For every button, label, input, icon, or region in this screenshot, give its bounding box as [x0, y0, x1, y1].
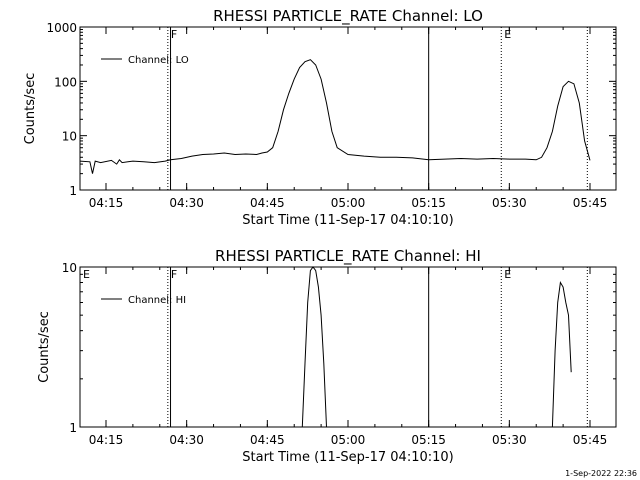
x-tick-label: 04:15: [89, 433, 124, 447]
event-marker-label: E: [504, 28, 511, 41]
x-axis-label: Start Time (11-Sep-17 04:10:10): [242, 450, 453, 465]
series-line: [551, 281, 572, 428]
x-tick-label: 05:45: [573, 433, 608, 447]
legend-label: Channel: LO: [128, 55, 189, 66]
x-tick-label: 04:15: [89, 196, 124, 210]
legend-label: Channel: HI: [128, 295, 186, 306]
x-tick-label: 05:30: [492, 433, 527, 447]
y-axis-label: Counts/sec: [23, 73, 38, 145]
x-tick-label: 05:00: [331, 196, 366, 210]
x-tick-label: 05:30: [492, 196, 527, 210]
y-tick-label: 1: [69, 421, 77, 435]
y-tick-label: 10: [62, 130, 77, 144]
x-tick-label: 04:30: [169, 196, 204, 210]
x-tick-label: 04:45: [250, 433, 285, 447]
plot-lo: RHESSI PARTICLE_RATE Channel: LO Start Ti…: [23, 7, 617, 228]
series-line: [79, 59, 591, 174]
x-tick-label: 04:30: [169, 433, 204, 447]
plot-hi: RHESSI PARTICLE_RATE Channel: HI Start Ti…: [37, 247, 617, 465]
plot-frame: [79, 26, 617, 191]
series-line: [301, 266, 327, 428]
x-tick-label: 05:45: [573, 196, 608, 210]
event-marker-label: E: [504, 268, 511, 281]
event-marker-label: F: [171, 28, 177, 41]
x-tick-label: 05:00: [331, 433, 366, 447]
event-marker-label: F: [171, 268, 177, 281]
y-tick-label: 1: [69, 184, 77, 198]
event-marker-label: E: [83, 268, 90, 281]
y-axis-label: Counts/sec: [37, 311, 52, 383]
x-tick-label: 05:15: [411, 196, 446, 210]
chart-title: RHESSI PARTICLE_RATE Channel: LO: [213, 7, 483, 26]
y-tick-label: 10: [62, 261, 77, 275]
plot-frame: [79, 266, 617, 428]
y-tick-label: 1000: [46, 21, 77, 35]
y-tick-label: 100: [54, 75, 77, 89]
x-tick-label: 05:15: [411, 433, 446, 447]
x-tick-label: 04:45: [250, 196, 285, 210]
x-axis-label: Start Time (11-Sep-17 04:10:10): [242, 213, 453, 228]
chart-title: RHESSI PARTICLE_RATE Channel: HI: [215, 247, 481, 266]
timestamp-footer: 1-Sep-2022 22:36: [565, 469, 637, 478]
